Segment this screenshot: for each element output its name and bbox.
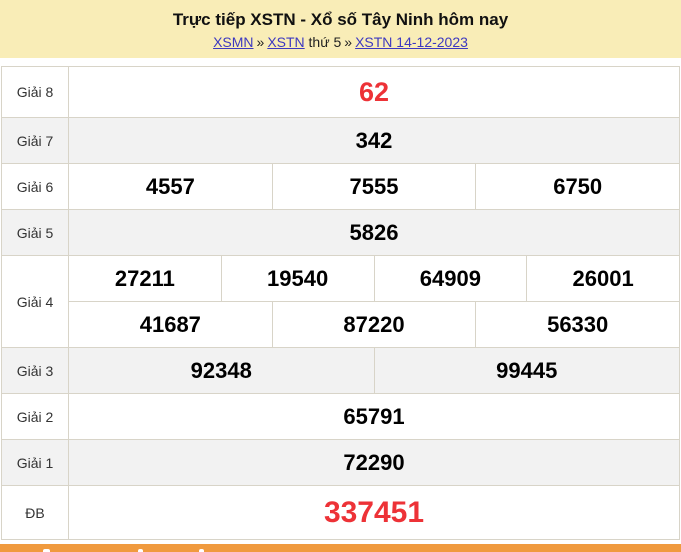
prize-value: 19540	[220, 256, 374, 301]
cropped-glyph-mark	[138, 549, 143, 552]
prize-label: ĐB	[2, 486, 69, 539]
prize-label: Giải 1	[2, 440, 69, 485]
prize-value: 64909	[373, 256, 527, 301]
prize-value: 92348	[190, 357, 252, 383]
prize-label: Giải 5	[2, 210, 69, 255]
prize-value: 62	[358, 76, 390, 107]
lottery-results-table: Giải 8 62 Giải 7 342 Giải 6 4557 7555 67…	[1, 66, 680, 540]
breadcrumb-link-xsmn[interactable]: XSMN	[213, 34, 254, 50]
prize-value: 26001	[526, 256, 679, 301]
table-row-special-prize: ĐB 337451	[2, 485, 679, 539]
prize-value: 5826	[349, 219, 399, 245]
prize-value: 7555	[271, 164, 476, 209]
prize-label: Giải 2	[2, 394, 69, 439]
prize-value: 342	[355, 127, 393, 153]
prize-value: 56330	[475, 302, 679, 347]
table-row-prize6: Giải 6 4557 7555 6750	[2, 163, 679, 209]
table-row-prize3: Giải 3 92348 99445	[2, 347, 679, 393]
breadcrumb-day-text: thứ 5	[308, 34, 342, 50]
table-row-prize4: Giải 4 27211 19540 64909 26001 41687 872…	[2, 255, 679, 347]
prize-value: 72290	[343, 449, 405, 475]
breadcrumb-link-xstn[interactable]: XSTN	[267, 34, 305, 50]
prize-value: 6750	[475, 164, 679, 209]
prize-value: 337451	[323, 495, 425, 529]
breadcrumb-separator: »	[256, 34, 265, 50]
prize-value: 27211	[114, 265, 175, 291]
prize-label: Giải 3	[2, 348, 69, 393]
table-row-prize5: Giải 5 5826	[2, 209, 679, 255]
breadcrumb: XSMN» XSTN thứ 5» XSTN 14-12-2023	[0, 32, 681, 52]
cropped-glyph-mark	[43, 549, 50, 552]
page-header: Trực tiếp XSTN - Xổ số Tây Ninh hôm nay …	[0, 0, 681, 58]
prize-value: 41687	[139, 311, 201, 337]
table-row-prize7: Giải 7 342	[2, 117, 679, 163]
prize-label: Giải 8	[2, 67, 69, 117]
prize-label: Giải 4	[2, 256, 69, 347]
breadcrumb-separator-2: »	[344, 34, 353, 50]
page-title: Trực tiếp XSTN - Xổ số Tây Ninh hôm nay	[172, 10, 509, 29]
prize-value: 87220	[271, 302, 476, 347]
prize-value: 65791	[343, 403, 405, 429]
prize-value: 99445	[373, 348, 680, 393]
prize-label: Giải 6	[2, 164, 69, 209]
breadcrumb-link-date[interactable]: XSTN 14-12-2023	[355, 34, 468, 50]
table-row-prize2: Giải 2 65791	[2, 393, 679, 439]
prize-label: Giải 7	[2, 118, 69, 163]
cropped-glyph-mark	[199, 549, 204, 552]
table-row-prize1: Giải 1 72290	[2, 439, 679, 485]
prize-value: 4557	[145, 173, 195, 199]
table-row-prize8: Giải 8 62	[2, 67, 679, 117]
next-section-bar-cropped	[0, 544, 681, 552]
